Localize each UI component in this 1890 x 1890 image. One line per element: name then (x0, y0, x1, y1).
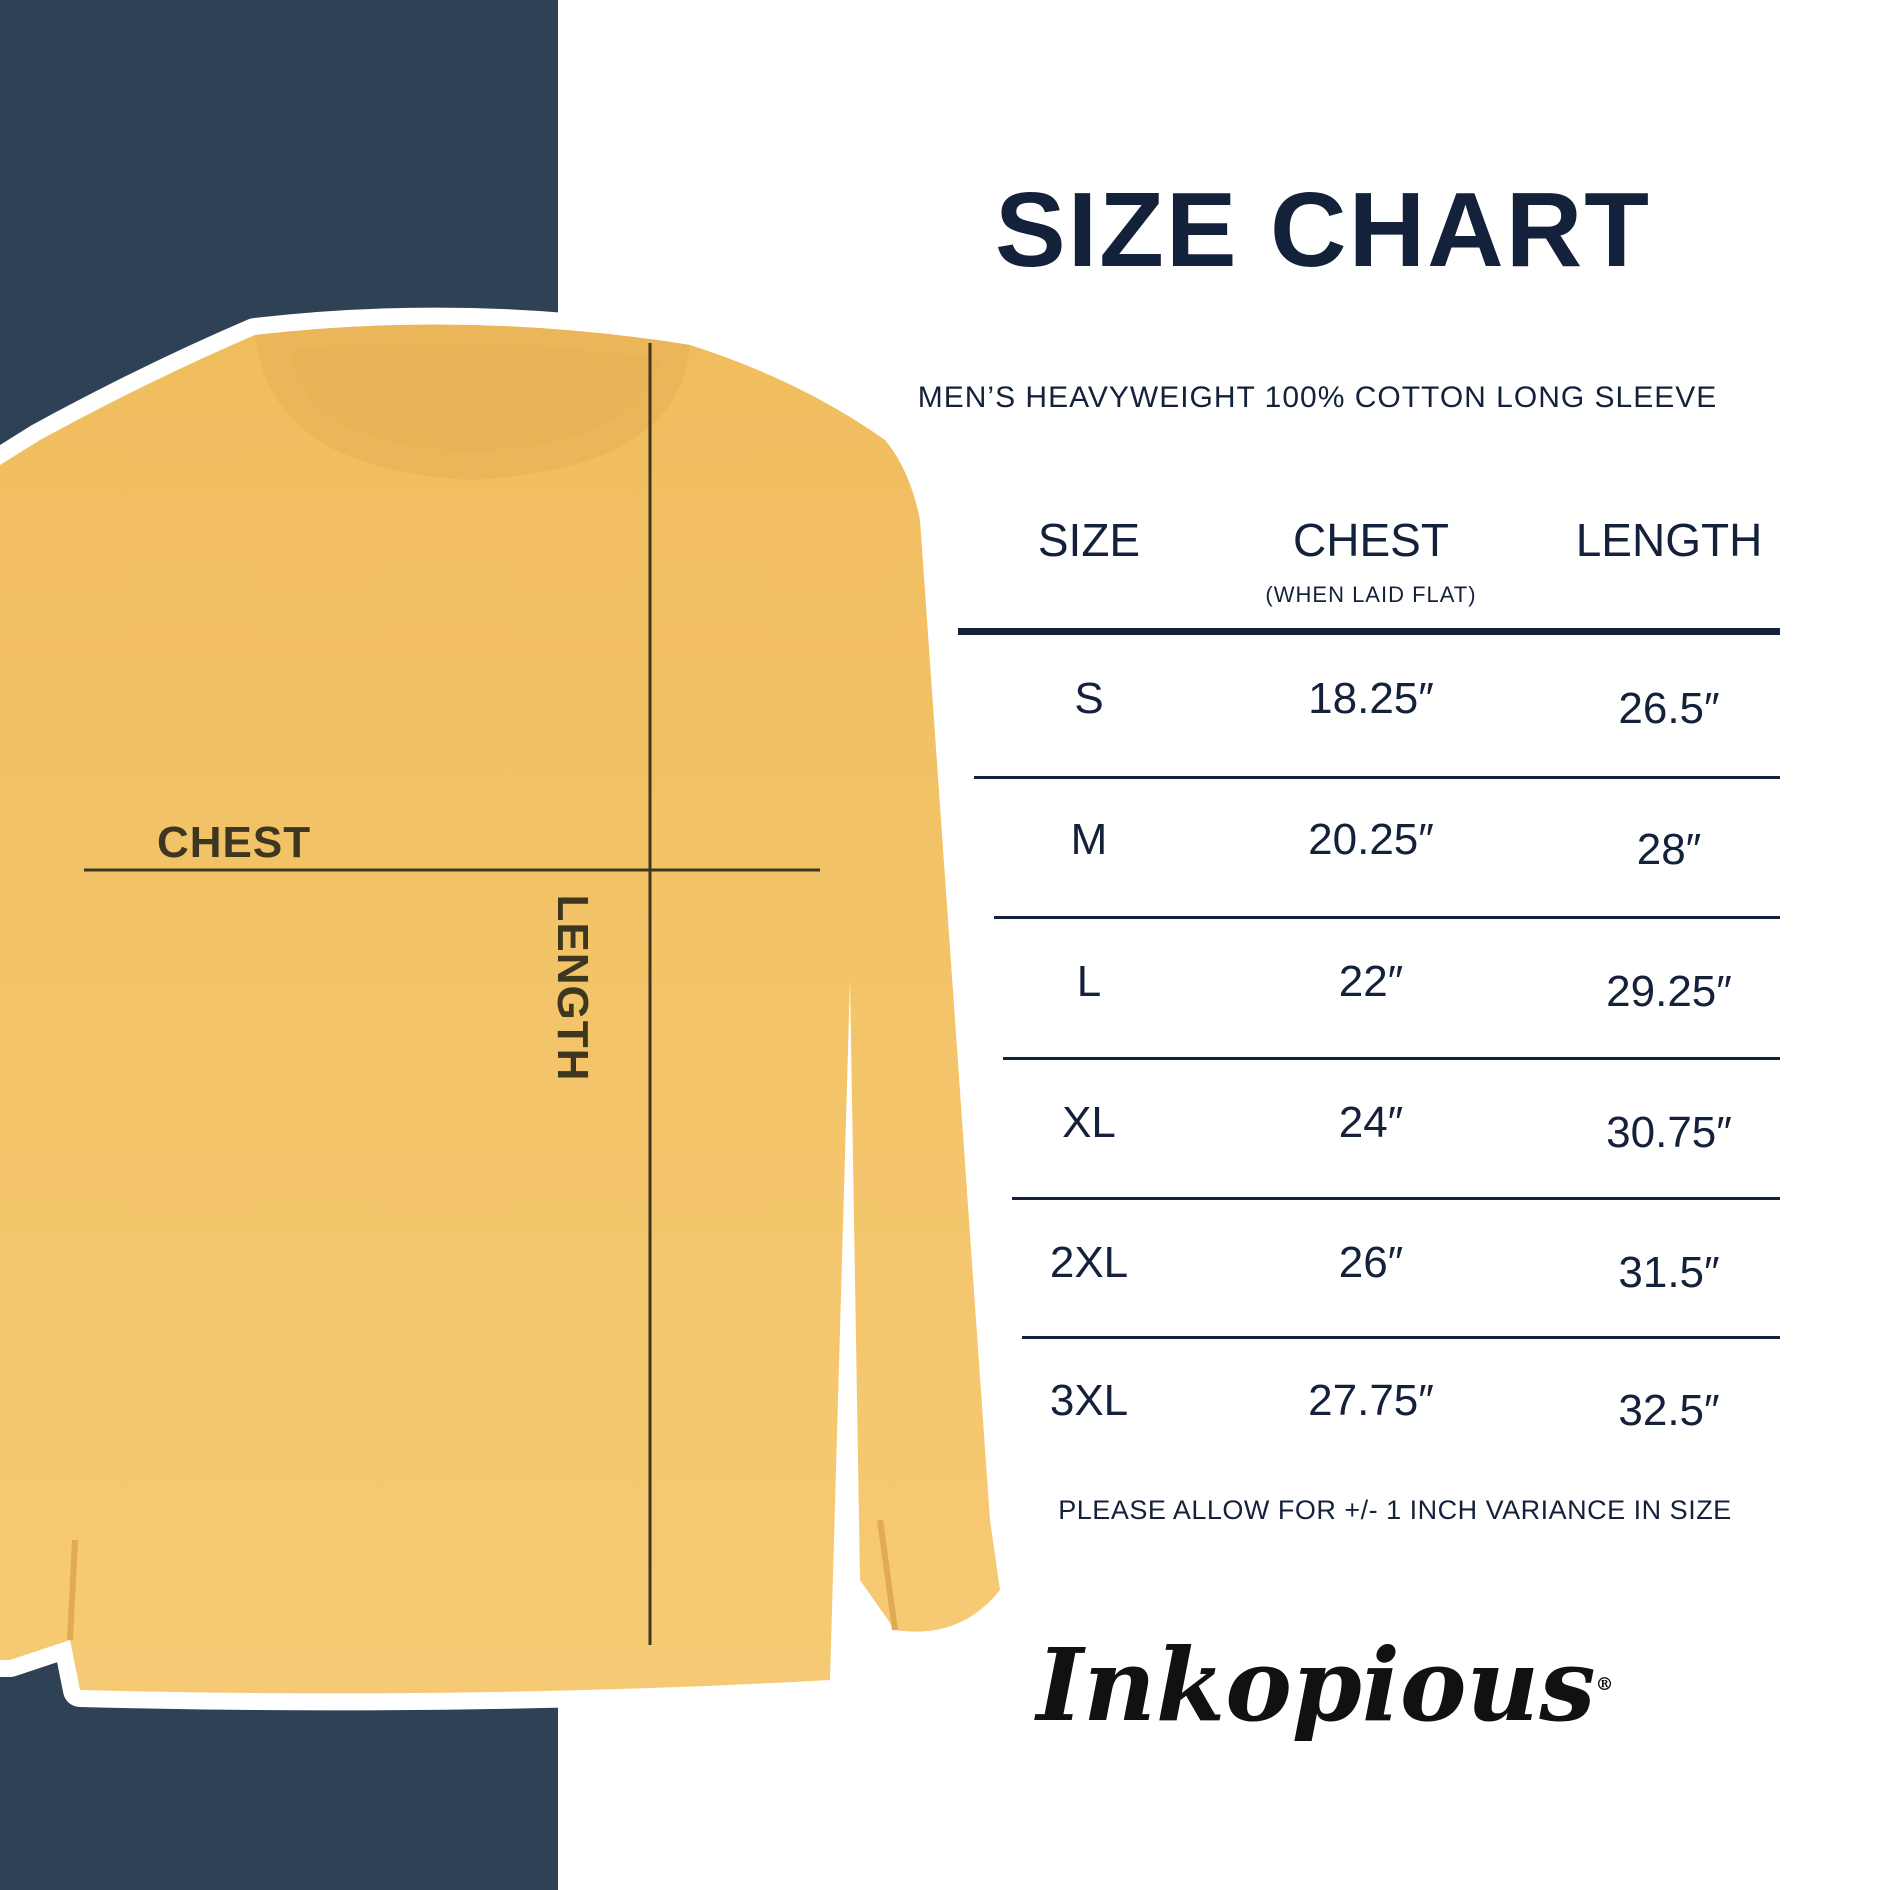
cell-length: 29.25″ (1519, 962, 1819, 1022)
header-size: SIZE (939, 512, 1239, 568)
cell-size-text: M (1070, 815, 1108, 864)
page-title: SIZE CHART (952, 170, 1694, 290)
cell-size: 3XL (939, 1371, 1239, 1431)
header-length-text: LENGTH (1575, 514, 1763, 566)
cell-size-text: L (1076, 957, 1102, 1006)
cell-chest: 26″ (1221, 1233, 1521, 1293)
chest-label: CHEST (157, 818, 312, 867)
length-label: LENGTH (548, 894, 597, 1082)
cell-size-text: XL (1062, 1098, 1116, 1147)
cell-size: M (939, 810, 1239, 870)
cell-chest-text: 24″ (1338, 1098, 1404, 1147)
header-chest-note-text: (WHEN LAID FLAT) (1265, 582, 1477, 607)
cell-chest-text: 22″ (1338, 957, 1404, 1006)
cell-length-text: 29.25″ (1606, 967, 1732, 1016)
subtitle: MEN’S HEAVYWEIGHT 100% COTTON LONG SLEEV… (870, 380, 1765, 416)
cell-length-text: 28″ (1636, 825, 1702, 874)
cell-length: 32.5″ (1519, 1381, 1819, 1441)
brand-logo: Inkopious® (1030, 1610, 1620, 1760)
row-divider (1022, 1336, 1780, 1339)
cell-size-text: S (1074, 674, 1104, 723)
cell-size: S (939, 669, 1239, 729)
row-divider (994, 916, 1780, 919)
cell-chest-text: 18.25″ (1308, 674, 1434, 723)
cell-chest: 24″ (1221, 1093, 1521, 1153)
cell-length-text: 30.75″ (1606, 1108, 1732, 1157)
cell-length: 26.5″ (1519, 679, 1819, 739)
cell-length-text: 31.5″ (1618, 1248, 1720, 1297)
row-divider (974, 776, 1780, 779)
header-chest-text: CHEST (1293, 514, 1449, 566)
variance-note: PLEASE ALLOW FOR +/- 1 INCH VARIANCE IN … (1000, 1492, 1790, 1528)
cell-chest-text: 26″ (1338, 1238, 1404, 1287)
cell-chest-text: 20.25″ (1308, 815, 1434, 864)
row-divider (1003, 1057, 1780, 1060)
cell-length-text: 32.5″ (1618, 1386, 1720, 1435)
cell-chest: 18.25″ (1221, 669, 1521, 729)
header-size-text: SIZE (1037, 514, 1141, 566)
cell-length: 31.5″ (1519, 1243, 1819, 1303)
cell-size-text: 3XL (1049, 1376, 1129, 1425)
header-chest: CHEST (1221, 512, 1521, 568)
variance-note-text: PLEASE ALLOW FOR +/- 1 INCH VARIANCE IN … (1058, 1495, 1732, 1525)
title-text: SIZE CHART (995, 171, 1651, 289)
cell-chest: 22″ (1221, 952, 1521, 1012)
header-length: LENGTH (1519, 512, 1819, 568)
cell-length: 30.75″ (1519, 1103, 1819, 1163)
cell-length: 28″ (1519, 820, 1819, 880)
subtitle-text: MEN’S HEAVYWEIGHT 100% COTTON LONG SLEEV… (917, 381, 1718, 414)
cell-chest: 27.75″ (1221, 1371, 1521, 1431)
cell-chest-text: 27.75″ (1308, 1376, 1434, 1425)
cell-size: L (939, 952, 1239, 1012)
cell-length-text: 26.5″ (1618, 684, 1720, 733)
cell-size-text: 2XL (1049, 1238, 1129, 1287)
header-chest-note: (WHEN LAID FLAT) (1221, 580, 1521, 610)
header-divider (958, 628, 1780, 635)
row-divider (1012, 1197, 1780, 1200)
logo-text: Inkopious (1036, 1626, 1596, 1744)
registered-mark: ® (1595, 1674, 1614, 1695)
cell-chest: 20.25″ (1221, 810, 1521, 870)
cell-size: XL (939, 1093, 1239, 1153)
cell-size: 2XL (939, 1233, 1239, 1293)
